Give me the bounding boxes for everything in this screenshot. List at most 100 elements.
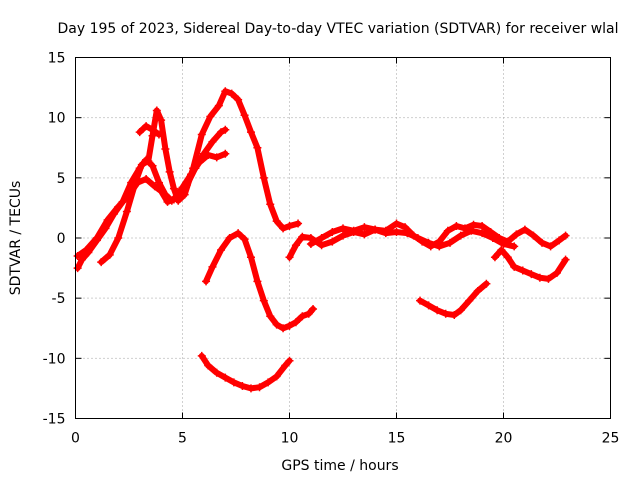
data-point	[225, 234, 234, 242]
y-tick-label: 10	[48, 111, 66, 127]
y-tick-label: 15	[48, 51, 66, 67]
data-point	[77, 255, 86, 264]
data-point	[272, 372, 281, 381]
x-axis-label: GPS time / hours	[281, 458, 398, 474]
data-point	[157, 116, 166, 125]
data-point	[520, 225, 529, 234]
data-point	[208, 262, 217, 271]
data-point	[456, 306, 465, 315]
y-tick-label: 0	[57, 231, 66, 247]
data-point	[469, 220, 478, 229]
data-point	[253, 277, 262, 286]
data-point	[538, 238, 547, 247]
data-point	[503, 253, 512, 262]
data-point	[189, 164, 198, 173]
data-point	[441, 309, 450, 318]
data-point	[450, 311, 459, 320]
data-point	[497, 246, 506, 255]
data-point	[150, 182, 159, 191]
data-point	[499, 240, 508, 249]
data-point	[473, 286, 482, 295]
data-point	[217, 246, 226, 255]
data-point	[246, 384, 255, 393]
data-point	[73, 252, 82, 261]
data-point	[456, 231, 465, 240]
data-point	[148, 161, 157, 170]
data-point	[349, 226, 358, 235]
data-point	[103, 215, 112, 224]
x-tick-label: 15	[388, 431, 406, 447]
series-line-arc-10	[491, 247, 569, 282]
data-point	[259, 173, 268, 182]
data-point	[214, 101, 223, 110]
data-point	[328, 237, 337, 246]
data-point	[317, 241, 326, 250]
data-point	[291, 318, 300, 327]
data-point	[424, 238, 433, 247]
y-tick-label: -10	[43, 351, 66, 367]
data-point	[544, 274, 553, 283]
data-point	[229, 378, 238, 387]
data-point	[221, 373, 230, 382]
data-point	[234, 229, 243, 238]
data-point	[202, 277, 211, 286]
data-point	[413, 234, 422, 242]
data-point	[212, 153, 221, 162]
data-point	[433, 306, 442, 315]
data-point	[285, 221, 294, 230]
data-point	[392, 227, 401, 236]
series-line-arc-2	[74, 150, 229, 259]
data-point	[137, 160, 146, 169]
data-point	[281, 361, 290, 370]
data-point	[204, 150, 213, 159]
data-point	[197, 130, 206, 139]
data-point	[142, 122, 151, 131]
data-point	[246, 128, 255, 137]
data-point	[535, 273, 544, 282]
data-point	[518, 266, 527, 275]
data-point	[443, 226, 452, 235]
data-point	[304, 309, 313, 318]
data-point	[381, 229, 390, 238]
data-point	[227, 89, 236, 98]
data-point	[285, 356, 294, 365]
data-point	[510, 262, 519, 271]
data-point	[360, 223, 369, 232]
data-point	[197, 351, 206, 360]
data-point	[555, 236, 564, 245]
data-point	[212, 368, 221, 377]
chart-title: Day 195 of 2023, Sidereal Day-to-day VTE…	[57, 21, 618, 37]
data-point	[154, 178, 163, 187]
data-point	[206, 112, 215, 121]
data-point	[512, 230, 521, 239]
data-point	[401, 223, 410, 232]
data-point	[92, 234, 101, 242]
data-point	[465, 296, 474, 305]
data-point	[266, 312, 275, 321]
data-point	[291, 241, 300, 250]
x-tick-label: 25	[602, 431, 620, 447]
data-point	[272, 320, 281, 329]
data-point	[272, 217, 281, 226]
data-point	[259, 296, 268, 305]
data-point	[446, 238, 454, 247]
series-line-arc-3	[98, 88, 302, 266]
data-point	[298, 232, 307, 241]
data-point	[294, 219, 303, 228]
data-point	[317, 234, 326, 242]
data-point	[221, 149, 230, 158]
data-point	[152, 106, 161, 115]
data-point	[122, 207, 131, 216]
data-point	[553, 268, 561, 277]
data-point	[279, 324, 288, 333]
data-point	[82, 246, 91, 255]
data-point	[529, 231, 538, 240]
data-point	[561, 231, 570, 240]
data-point	[435, 242, 444, 251]
data-point	[204, 361, 213, 370]
data-point	[527, 270, 536, 279]
data-point	[392, 219, 401, 228]
data-point	[285, 321, 294, 330]
data-point	[306, 240, 315, 249]
data-point	[246, 253, 255, 262]
